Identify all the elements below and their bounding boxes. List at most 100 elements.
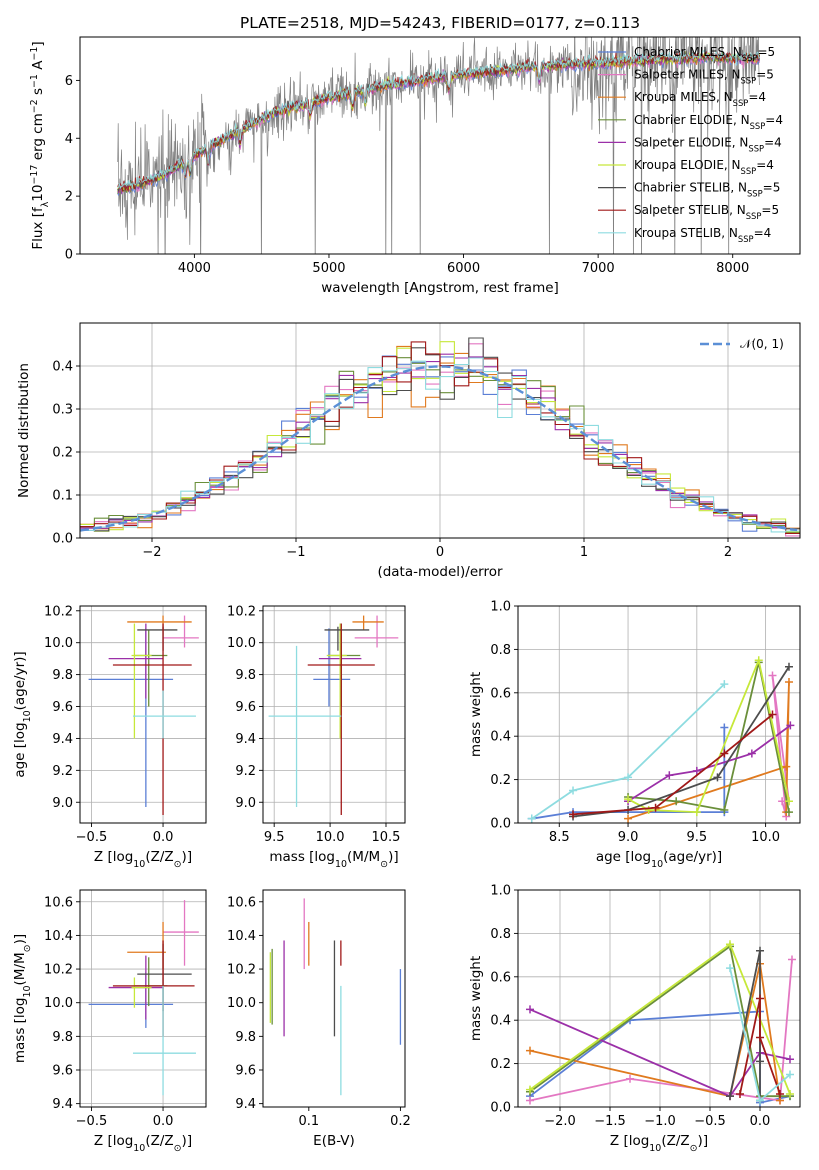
mass-weight-series <box>739 998 781 1095</box>
mass-weight-marker <box>624 773 633 782</box>
legend-entry: Kroupa ELODIE, NSSP=4 <box>634 158 774 176</box>
axes-frame <box>79 605 207 824</box>
mass-weight-marker <box>756 994 764 1003</box>
mass-weight-marker <box>756 946 764 955</box>
mass-weight-marker <box>720 723 729 732</box>
y-tick-label: 0.8 <box>490 927 511 942</box>
mass-weight-vs-metallicity-axes: −2.0 −1.5 −1.0 −0.5 0.0 0.0 0.2 0.4 0.6 0.8 1.0 Z [… <box>468 884 801 1154</box>
y-tick-label: 9.8 <box>235 1030 256 1045</box>
mass-weight-marker <box>692 808 701 817</box>
y-tick-label: 9.2 <box>235 764 256 779</box>
axes-frame <box>262 889 406 1108</box>
age-vs-metallicity-axes: −0.5 0.0 9.0 9.2 9.4 9.6 9.8 10.0 10.2 Z [log10(Z… <box>12 604 207 870</box>
x-tick-label: 0.0 <box>750 1114 771 1129</box>
y-axis-label: Flux [fλ10−17 erg cm−2 s−1 A−1] <box>29 41 51 249</box>
mass-weight-marker <box>644 805 653 814</box>
mass-weight-marker <box>784 797 793 806</box>
y-tick-label: 0 <box>65 248 73 263</box>
axes-frame <box>79 889 207 1108</box>
mass-weight-marker <box>665 771 674 780</box>
x-tick-label: 7000 <box>582 261 615 276</box>
plot-area <box>88 900 199 1096</box>
spectrum-axes: 4000 5000 6000 7000 8000 0 2 4 6 wavelength [Angs… <box>29 14 801 296</box>
mass-weight-series <box>529 963 781 1101</box>
age-vs-mass-axes: 9.5 10.0 10.5 9.0 9.2 9.4 9.6 9.8 10.0 10.2 mass [… <box>227 604 406 870</box>
x-tick-label: 2 <box>724 545 732 560</box>
mass-weight-marker <box>651 803 660 812</box>
mass-weight-marker <box>726 964 734 973</box>
x-axis-label: Z [log10(Z/Z⊙)] <box>610 1133 708 1154</box>
x-axis-label: mass [log10(M/M⊙)] <box>269 849 398 870</box>
mass-weight-marker <box>776 1089 784 1098</box>
y-tick-label: 9.8 <box>52 1030 73 1045</box>
mass-weight-marker <box>569 810 578 819</box>
mass-weight-marker <box>526 1096 534 1105</box>
legend-entry: Chabrier MILES, NSSP=5 <box>634 45 775 63</box>
y-tick-label: 9.0 <box>235 796 256 811</box>
mass-weight-marker <box>736 1089 744 1098</box>
legend-entry: Salpeter MILES, NSSP=5 <box>634 68 774 86</box>
panels-group: 4000 5000 6000 7000 8000 0 2 4 6 wavelength [Angs… <box>12 14 801 1154</box>
y-tick-label: 0.2 <box>490 773 511 788</box>
y-tick-label: 10.6 <box>227 895 256 910</box>
plot-area <box>88 615 199 816</box>
y-tick-label: 6 <box>65 74 73 89</box>
y-tick-label: 2 <box>65 190 73 205</box>
x-tick-label: 10.5 <box>372 830 401 845</box>
mass-weight-marker <box>624 795 633 804</box>
y-tick-label: 10.4 <box>227 929 256 944</box>
y-tick-label: 9.6 <box>52 700 73 715</box>
axes-frame <box>262 605 406 824</box>
mass-vs-metallicity-axes: −0.5 0.0 9.4 9.6 9.8 10.0 10.2 10.4 10.6 Z [log10… <box>12 889 207 1154</box>
mass-weight-marker <box>692 766 701 775</box>
mass-vs-extinction-axes: 0.1 0.2 9.4 9.6 9.8 10.0 10.2 10.4 10.6 E(B-V) <box>227 889 411 1149</box>
mass-weight-marker <box>788 955 796 964</box>
x-tick-label: −0.5 <box>76 1114 108 1129</box>
mass-weight-marker <box>786 1055 794 1064</box>
mass-weight-marker <box>526 1085 534 1094</box>
x-tick-label: −2.0 <box>544 1114 576 1129</box>
y-tick-label: 0.0 <box>490 817 511 832</box>
y-tick-label: 9.6 <box>235 700 256 715</box>
histogram-series <box>80 357 800 533</box>
y-tick-label: 0.4 <box>52 360 73 375</box>
y-tick-label: 4 <box>65 132 73 147</box>
y-tick-label: 0.8 <box>490 643 511 658</box>
mass-weight-marker <box>782 762 791 771</box>
y-tick-label: 0.1 <box>52 489 73 504</box>
legend-entry: Chabrier ELODIE, NSSP=4 <box>634 113 783 131</box>
y-tick-label: 9.4 <box>235 1097 256 1112</box>
x-tick-label: 0 <box>436 545 444 560</box>
mass-weight-series <box>572 713 774 816</box>
y-tick-label: 0.6 <box>490 686 511 701</box>
x-tick-label: 4000 <box>178 261 211 276</box>
legend-entry: Kroupa MILES, NSSP=4 <box>634 90 766 108</box>
legend-entry: Kroupa STELIB, NSSP=4 <box>634 226 771 244</box>
x-tick-label: 10.0 <box>751 830 780 845</box>
x-tick-label: 9.0 <box>618 830 639 845</box>
plot-area <box>80 337 800 537</box>
mass-weight-marker <box>713 773 722 782</box>
y-tick-label: 10.0 <box>44 996 73 1011</box>
y-tick-label: 9.6 <box>52 1063 73 1078</box>
y-tick-label: 9.2 <box>52 764 73 779</box>
legend-entry: Salpeter STELIB, NSSP=5 <box>634 203 779 221</box>
y-tick-label: 10.2 <box>227 604 256 619</box>
legend-entry: Chabrier STELIB, NSSP=5 <box>634 181 780 199</box>
x-tick-label: 8.5 <box>549 830 570 845</box>
x-tick-label: −0.5 <box>694 1114 726 1129</box>
mass-weight-marker <box>784 808 793 817</box>
axes-frame <box>79 36 801 255</box>
y-tick-label: 0.4 <box>490 730 511 745</box>
y-tick-label: 10.2 <box>44 604 73 619</box>
mass-weight-marker <box>626 1074 634 1083</box>
x-tick-label: 9.5 <box>686 830 707 845</box>
x-tick-label: 0.0 <box>153 830 174 845</box>
mass-weight-marker <box>720 805 729 814</box>
y-axis-label: Normed distribution <box>16 363 32 498</box>
mass-weight-marker <box>624 814 633 823</box>
y-tick-label: 9.4 <box>235 732 256 747</box>
mass-weight-marker <box>726 1092 734 1101</box>
y-axis-label: mass [log10(M/M⊙)] <box>12 934 33 1063</box>
y-tick-label: 0.2 <box>490 1057 511 1072</box>
